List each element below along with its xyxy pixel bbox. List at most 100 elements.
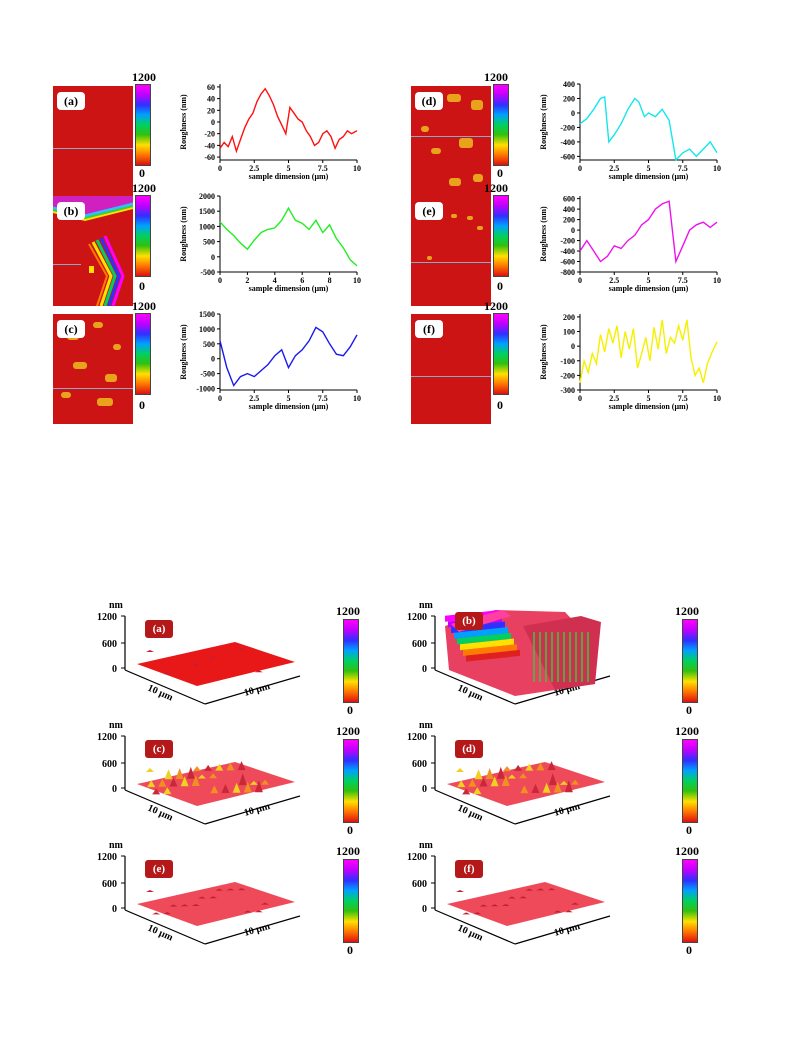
- surface-peak: [147, 780, 156, 788]
- step-band: [457, 632, 511, 645]
- colorbar: [682, 859, 698, 943]
- surface-peak: [473, 787, 482, 795]
- x-tick-label: 10: [713, 394, 721, 403]
- y-tick-label: 60: [207, 83, 215, 92]
- z-tick-label: 1200: [407, 612, 427, 623]
- z-tick-label: 600: [102, 759, 117, 770]
- surface-peak: [462, 788, 471, 795]
- surface-peak: [547, 761, 556, 771]
- y-tick-label: 1000: [199, 222, 215, 231]
- z-tick-label: 0: [422, 904, 427, 915]
- surface-peak: [158, 778, 167, 787]
- surface-peak: [553, 910, 562, 913]
- x-tick-label: 2.5: [609, 394, 619, 403]
- surface-peak: [163, 787, 172, 795]
- surface-peak: [254, 910, 263, 913]
- surface: [137, 882, 295, 926]
- colorbar: [135, 313, 151, 395]
- afm-3d-view-e: nm 1200 600 0 10 μm 10 μm (e): [95, 832, 315, 952]
- x-tick-label: 4: [273, 276, 277, 285]
- y-tick-label: 0: [571, 109, 575, 118]
- x-tick-label: 7.5: [318, 164, 328, 173]
- y-axis: [204, 675, 301, 705]
- surface-peak: [164, 769, 173, 780]
- surface-peak: [479, 904, 488, 907]
- colorbar-max: 1200: [132, 70, 156, 84]
- y-axis: [204, 915, 301, 945]
- surface-peak: [456, 768, 464, 772]
- y-tick-label: 600: [563, 195, 575, 204]
- step-stripe: [557, 632, 559, 682]
- colorbar-max: 1200: [336, 844, 360, 858]
- x-tick-label: 2.5: [609, 276, 619, 285]
- panel-label: (d): [455, 740, 483, 758]
- scan-line: [411, 262, 491, 263]
- x-tick-label: 2: [245, 276, 249, 285]
- y-tick-label: 400: [563, 80, 575, 89]
- surface-peak: [514, 764, 523, 771]
- y-tick-label: -200: [560, 123, 575, 132]
- x-tick-label: 2.5: [609, 164, 619, 173]
- x-axis: [124, 909, 206, 945]
- afm-3d-view-d: nm 1200 600 0 10 μm 10 μm (d): [405, 712, 625, 832]
- surface-peak: [525, 763, 534, 771]
- z-tick-label: 600: [102, 639, 117, 650]
- panel-label: (c): [145, 740, 173, 758]
- x-axis-label: sample dimension (μm): [249, 284, 329, 293]
- surface-peak: [501, 775, 510, 787]
- panel-label: (c): [57, 320, 85, 338]
- colorbar-max: 1200: [675, 844, 699, 858]
- x-axis-label: 10 μm: [456, 683, 485, 704]
- surface-peak: [548, 773, 557, 786]
- y-axis-label: Roughness (nm): [539, 324, 548, 380]
- colorbar-max: 1200: [132, 181, 156, 195]
- y-tick-label: 500: [203, 340, 215, 349]
- x-tick-label: 6: [300, 276, 304, 285]
- surface: [447, 882, 605, 926]
- x-tick-label: 7.5: [678, 394, 688, 403]
- colorbar-max: 1200: [336, 604, 360, 618]
- y-axis-label: Roughness (nm): [179, 94, 188, 150]
- roughness-series-line: [219, 206, 358, 267]
- x-tick-label: 2.5: [249, 164, 259, 173]
- x-tick-label: 0: [578, 394, 582, 403]
- step-stripe: [545, 632, 547, 682]
- colorbar-min: 0: [497, 279, 503, 293]
- surface-peak: [169, 904, 178, 907]
- x-axis-label: 10 μm: [146, 923, 175, 944]
- surface-peak: [209, 896, 218, 899]
- y-axis-label: 10 μm: [243, 801, 272, 819]
- surface-peak: [180, 904, 189, 907]
- surface-peak: [531, 784, 540, 794]
- surface-peak: [507, 774, 516, 779]
- roughness-series-line: [579, 96, 718, 162]
- scan-line: [53, 148, 133, 149]
- x-axis: [124, 669, 206, 705]
- y-tick-label: -500: [200, 268, 215, 277]
- surface-peak: [519, 896, 528, 899]
- colorbar: [682, 739, 698, 823]
- colorbar-max: 1200: [675, 604, 699, 618]
- surface-peak: [243, 781, 252, 793]
- y-tick-label: -20: [204, 130, 215, 139]
- z-axis-unit: nm: [109, 720, 124, 731]
- colorbar-min: 0: [686, 703, 692, 717]
- surface-peak: [163, 912, 172, 915]
- x-tick-label: 2.5: [249, 394, 259, 403]
- y-tick-label: -200: [560, 237, 575, 246]
- y-tick-label: 200: [563, 216, 575, 225]
- surface-peak: [238, 773, 247, 786]
- x-tick-label: 0: [218, 276, 222, 285]
- scan-line: [411, 136, 491, 137]
- panel-label: (b): [455, 612, 483, 630]
- colorbar: [343, 739, 359, 823]
- colorbar-min: 0: [139, 166, 145, 180]
- scan-line: [53, 388, 133, 389]
- surface-peak: [496, 766, 505, 779]
- step-band: [460, 638, 514, 651]
- y-axis-label: 10 μm: [243, 921, 272, 939]
- x-tick-label: 0: [578, 276, 582, 285]
- colorbar-min: 0: [497, 398, 503, 412]
- surface-peak: [237, 761, 246, 771]
- y-tick-label: -500: [200, 370, 215, 379]
